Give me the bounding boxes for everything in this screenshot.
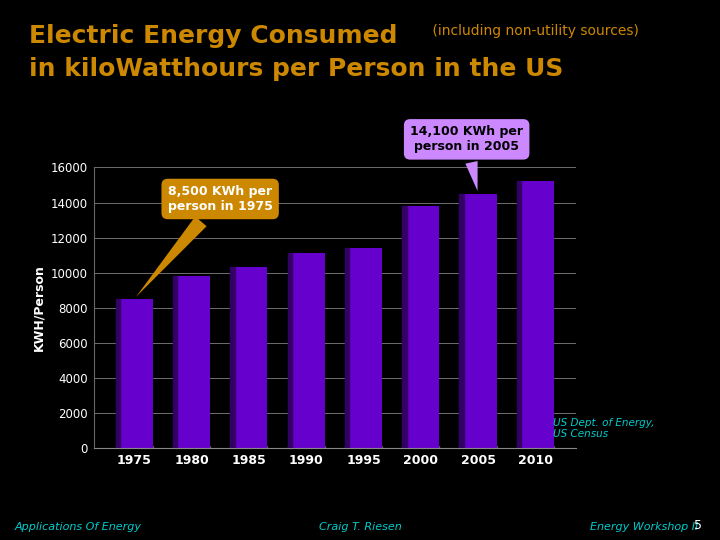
Bar [517, 181, 521, 448]
Bar [345, 248, 382, 448]
Bar [115, 447, 153, 450]
Bar [345, 447, 382, 450]
Bar [459, 194, 464, 448]
Bar [459, 194, 497, 448]
Bar [459, 447, 497, 450]
Bar [115, 299, 153, 448]
Bar [345, 248, 349, 448]
Bar [287, 447, 325, 450]
Bar [402, 206, 439, 448]
Bar [517, 181, 554, 448]
Bar [173, 276, 210, 448]
Text: 8,500 KWh per
person in 1975: 8,500 KWh per person in 1975 [136, 185, 273, 297]
Text: 14,100 KWh per
person in 2005: 14,100 KWh per person in 2005 [410, 125, 523, 191]
Bar [115, 299, 120, 448]
Bar [173, 447, 210, 450]
Text: (including non-utility sources): (including non-utility sources) [428, 24, 639, 38]
Bar [287, 253, 292, 448]
Y-axis label: KWH/Person: KWH/Person [32, 265, 45, 351]
Bar [173, 276, 177, 448]
Bar [517, 447, 554, 450]
Text: Craig T. Riesen: Craig T. Riesen [319, 522, 401, 532]
Text: US Dept. of Energy,
US Census: US Dept. of Energy, US Census [553, 418, 654, 440]
Bar [402, 206, 407, 448]
Text: Electric Energy Consumed: Electric Energy Consumed [29, 24, 397, 48]
Bar [230, 267, 267, 448]
Bar [230, 447, 267, 450]
Text: Energy Workshop II: Energy Workshop II [590, 522, 698, 532]
Text: 5: 5 [694, 519, 702, 532]
Bar [287, 253, 325, 448]
Text: Applications Of Energy: Applications Of Energy [14, 522, 141, 532]
Bar [402, 447, 439, 450]
Bar [230, 267, 235, 448]
Text: in kiloWatthours per Person in the US: in kiloWatthours per Person in the US [29, 57, 563, 80]
